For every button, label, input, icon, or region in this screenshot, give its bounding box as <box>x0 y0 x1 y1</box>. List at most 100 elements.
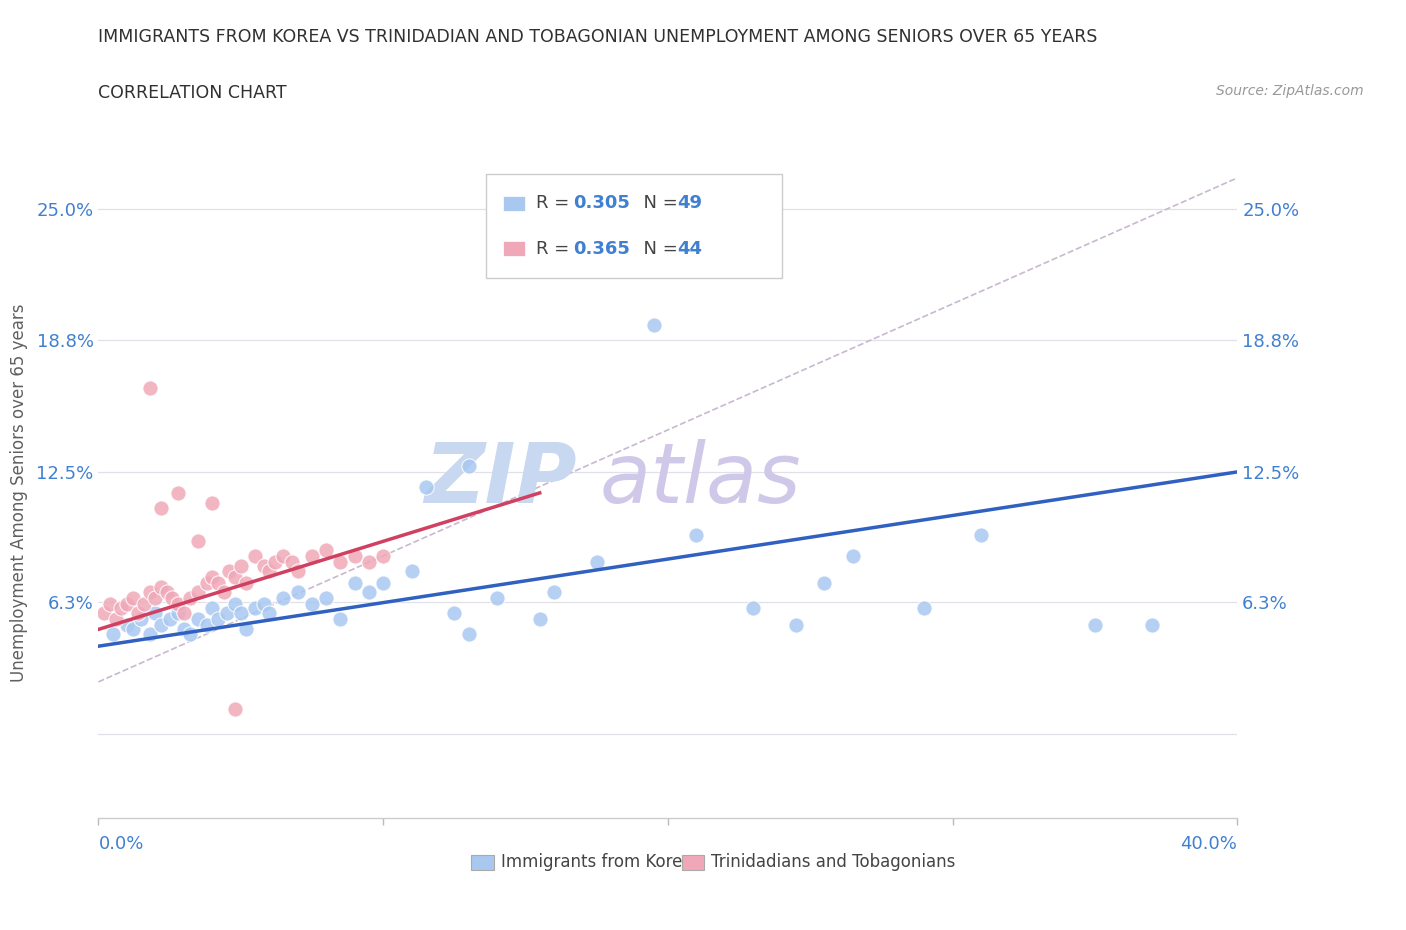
Point <box>457 458 479 473</box>
Text: N =: N = <box>631 240 683 258</box>
Text: Source: ZipAtlas.com: Source: ZipAtlas.com <box>1216 84 1364 98</box>
Point <box>912 601 935 616</box>
Text: Trinidadians and Tobagonians: Trinidadians and Tobagonians <box>711 853 956 871</box>
Point <box>201 496 224 511</box>
Point <box>235 576 257 591</box>
Point <box>173 605 195 620</box>
Point <box>243 549 266 564</box>
Point <box>218 564 240 578</box>
Point <box>259 564 281 578</box>
Point <box>229 605 252 620</box>
Point <box>329 611 352 626</box>
Point <box>357 584 380 599</box>
Point <box>1084 618 1107 632</box>
Text: N =: N = <box>631 194 683 212</box>
Text: ZIP: ZIP <box>425 439 576 521</box>
Point <box>145 605 167 620</box>
Point <box>132 597 155 612</box>
Point <box>813 576 835 591</box>
Point <box>281 555 304 570</box>
Point <box>224 569 246 584</box>
Text: 0.0%: 0.0% <box>98 835 143 853</box>
Bar <box>502 242 524 257</box>
Text: 40.0%: 40.0% <box>1181 835 1237 853</box>
Point <box>970 527 993 542</box>
Point <box>167 605 190 620</box>
Point <box>207 611 229 626</box>
Point <box>259 605 281 620</box>
Point <box>315 542 337 557</box>
Point <box>373 576 395 591</box>
Point <box>343 549 366 564</box>
Point <box>315 591 337 605</box>
Point <box>301 597 323 612</box>
Point <box>179 626 201 641</box>
Point <box>101 626 124 641</box>
Point <box>543 584 565 599</box>
Point <box>643 317 665 332</box>
Text: atlas: atlas <box>599 439 801 521</box>
Text: 0.365: 0.365 <box>572 240 630 258</box>
Point <box>98 597 121 612</box>
Point <box>173 622 195 637</box>
Point <box>273 591 295 605</box>
Text: Immigrants from Korea: Immigrants from Korea <box>501 853 692 871</box>
Point <box>93 605 115 620</box>
Point <box>264 555 287 570</box>
Point <box>287 584 309 599</box>
Point <box>121 591 143 605</box>
Point <box>162 591 184 605</box>
Point <box>201 569 224 584</box>
Text: 49: 49 <box>676 194 702 212</box>
Point <box>842 549 865 564</box>
Point <box>1140 618 1163 632</box>
Text: IMMIGRANTS FROM KOREA VS TRINIDADIAN AND TOBAGONIAN UNEMPLOYMENT AMONG SENIORS O: IMMIGRANTS FROM KOREA VS TRINIDADIAN AND… <box>98 28 1098 46</box>
Point <box>585 555 607 570</box>
Point <box>115 618 138 632</box>
Point <box>104 611 127 626</box>
Point <box>301 549 323 564</box>
Point <box>224 597 246 612</box>
Point <box>150 618 173 632</box>
Point <box>187 611 209 626</box>
Point <box>243 601 266 616</box>
Point <box>115 597 138 612</box>
Point <box>110 601 132 616</box>
Bar <box>682 855 704 870</box>
Point <box>229 559 252 574</box>
Point <box>138 584 160 599</box>
Point <box>742 601 765 616</box>
Point <box>150 580 173 595</box>
Point <box>138 626 160 641</box>
Point <box>195 618 218 632</box>
Point <box>224 702 246 717</box>
Text: 44: 44 <box>676 240 702 258</box>
Point <box>159 611 181 626</box>
Bar <box>502 195 524 210</box>
FancyBboxPatch shape <box>485 174 782 278</box>
Point <box>486 591 509 605</box>
Point <box>167 597 190 612</box>
Point <box>195 576 218 591</box>
Point <box>167 485 190 500</box>
Point <box>252 597 274 612</box>
Y-axis label: Unemployment Among Seniors over 65 years: Unemployment Among Seniors over 65 years <box>10 304 28 682</box>
Point <box>287 564 309 578</box>
Point <box>145 591 167 605</box>
Point <box>401 564 423 578</box>
Point <box>273 549 295 564</box>
Point <box>207 576 229 591</box>
Point <box>252 559 274 574</box>
Point <box>179 591 201 605</box>
Point <box>127 605 149 620</box>
Point <box>138 380 160 395</box>
Point <box>129 611 152 626</box>
Point <box>357 555 380 570</box>
Point <box>121 622 143 637</box>
Point <box>529 611 551 626</box>
Point <box>150 500 173 515</box>
Point <box>156 584 179 599</box>
Point <box>373 549 395 564</box>
Text: R =: R = <box>536 240 575 258</box>
Point <box>343 576 366 591</box>
